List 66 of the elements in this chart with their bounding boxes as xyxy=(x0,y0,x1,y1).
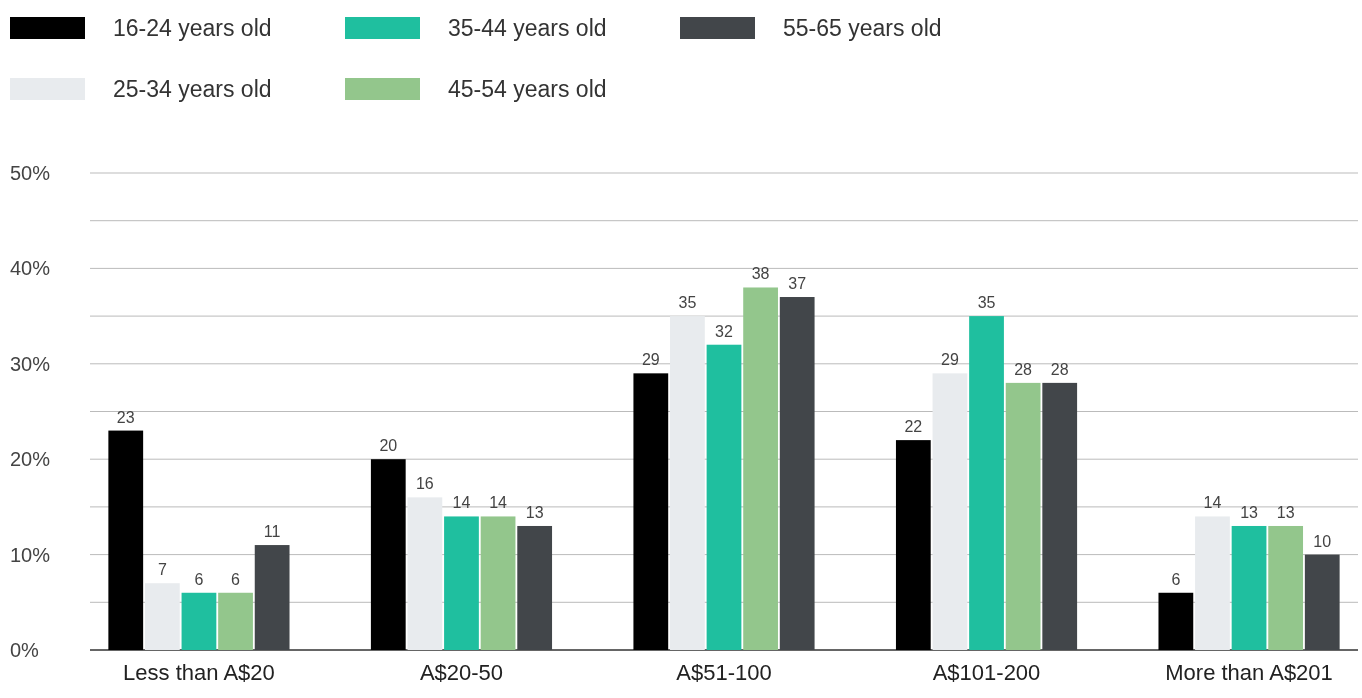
bar xyxy=(181,592,217,650)
bar xyxy=(670,316,705,650)
bar xyxy=(895,440,931,650)
data-label: 6 xyxy=(194,570,204,588)
bar xyxy=(779,297,815,650)
bar xyxy=(1304,554,1340,650)
y-tick-label: 10% xyxy=(10,543,51,566)
data-label: 14 xyxy=(489,494,508,512)
legend-label: 45-54 years old xyxy=(448,76,607,103)
data-label: 29 xyxy=(941,351,959,369)
x-tick-label: A$20-50 xyxy=(419,660,504,685)
data-label: 20 xyxy=(379,437,398,455)
bar xyxy=(444,516,479,650)
bar xyxy=(1005,382,1041,650)
data-label: 37 xyxy=(788,275,807,293)
data-label: 28 xyxy=(1014,360,1033,378)
data-label: 16 xyxy=(415,475,434,493)
bar xyxy=(1268,525,1304,650)
data-label: 13 xyxy=(1276,503,1295,521)
data-label: 22 xyxy=(904,418,923,436)
bar xyxy=(633,373,669,650)
x-tick-label: Less than A$20 xyxy=(123,660,275,685)
bar xyxy=(218,592,253,650)
data-label: 11 xyxy=(263,523,281,541)
bar xyxy=(370,459,406,650)
x-tick-label: A$101-200 xyxy=(932,660,1041,685)
data-label: 35 xyxy=(977,294,996,312)
bar xyxy=(1195,516,1230,650)
bar xyxy=(706,344,742,650)
bar xyxy=(743,287,778,650)
data-label: 29 xyxy=(641,351,660,369)
data-label: 13 xyxy=(525,503,544,521)
legend-label: 25-34 years old xyxy=(113,76,272,103)
data-label: 13 xyxy=(1240,503,1259,521)
data-label: 14 xyxy=(452,494,471,512)
y-tick-label: 50% xyxy=(10,162,51,184)
legend-label: 16-24 years old xyxy=(113,15,272,42)
bar xyxy=(407,497,443,650)
y-tick-label: 30% xyxy=(10,352,51,375)
x-tick-label: A$51-100 xyxy=(676,660,772,685)
legend-label: 35-44 years old xyxy=(448,15,607,42)
legend-label: 55-65 years old xyxy=(783,15,942,42)
bar xyxy=(144,583,180,650)
data-label: 32 xyxy=(715,322,733,340)
y-tick-label: 0% xyxy=(10,639,40,661)
data-label: 6 xyxy=(1171,570,1181,588)
data-label: 7 xyxy=(157,561,167,579)
data-label: 10 xyxy=(1313,532,1332,550)
data-label: 38 xyxy=(751,265,770,283)
bar xyxy=(254,545,290,650)
data-label: 28 xyxy=(1050,360,1069,378)
y-tick-label: 40% xyxy=(10,257,51,280)
x-tick-label: More than A$201 xyxy=(1165,660,1333,685)
bar xyxy=(969,316,1004,650)
data-label: 14 xyxy=(1203,494,1222,512)
y-tick-label: 20% xyxy=(10,448,51,471)
data-label: 35 xyxy=(678,294,697,312)
bar xyxy=(1158,592,1194,650)
bar xyxy=(480,516,516,650)
data-label: 23 xyxy=(116,408,135,426)
bar xyxy=(517,525,553,650)
bar xyxy=(1042,382,1078,650)
bar xyxy=(932,373,968,650)
data-label: 6 xyxy=(231,570,241,588)
bar xyxy=(108,430,144,650)
bar xyxy=(1231,525,1267,650)
